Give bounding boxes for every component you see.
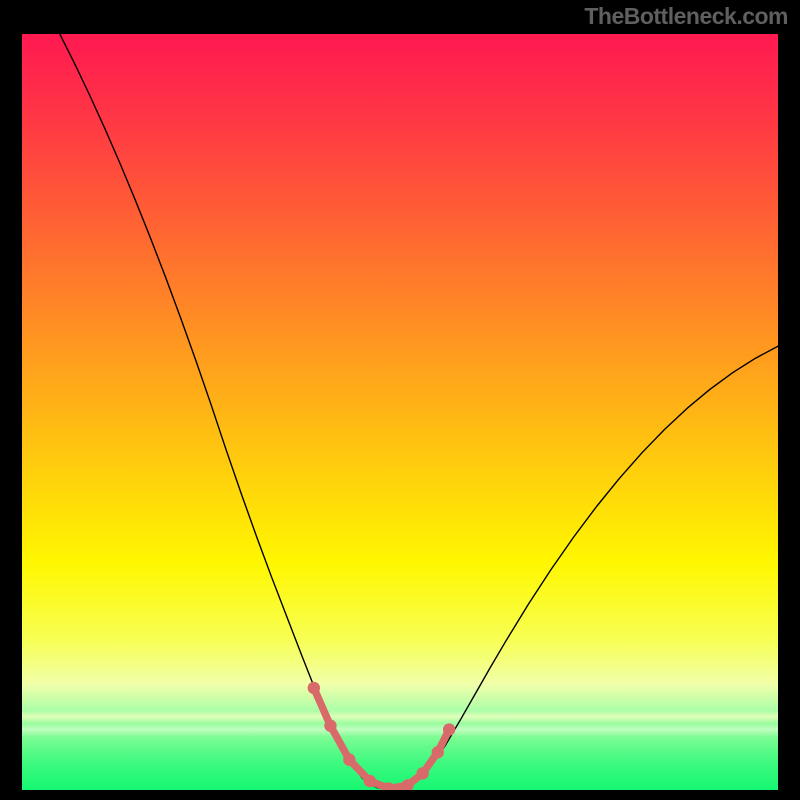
bottleneck-chart [0,0,800,800]
optimal-range-marker [324,720,336,732]
optimal-range-marker [343,754,355,766]
bottleneck-chart-container: TheBottleneck.com [0,0,800,800]
optimal-range-marker [432,746,444,758]
optimal-range-marker [416,767,428,779]
optimal-range-marker [401,779,413,791]
optimal-range-marker [443,723,455,735]
plot-background-gradient [22,34,778,790]
optimal-range-marker [364,775,376,787]
optimal-range-marker [308,682,320,694]
